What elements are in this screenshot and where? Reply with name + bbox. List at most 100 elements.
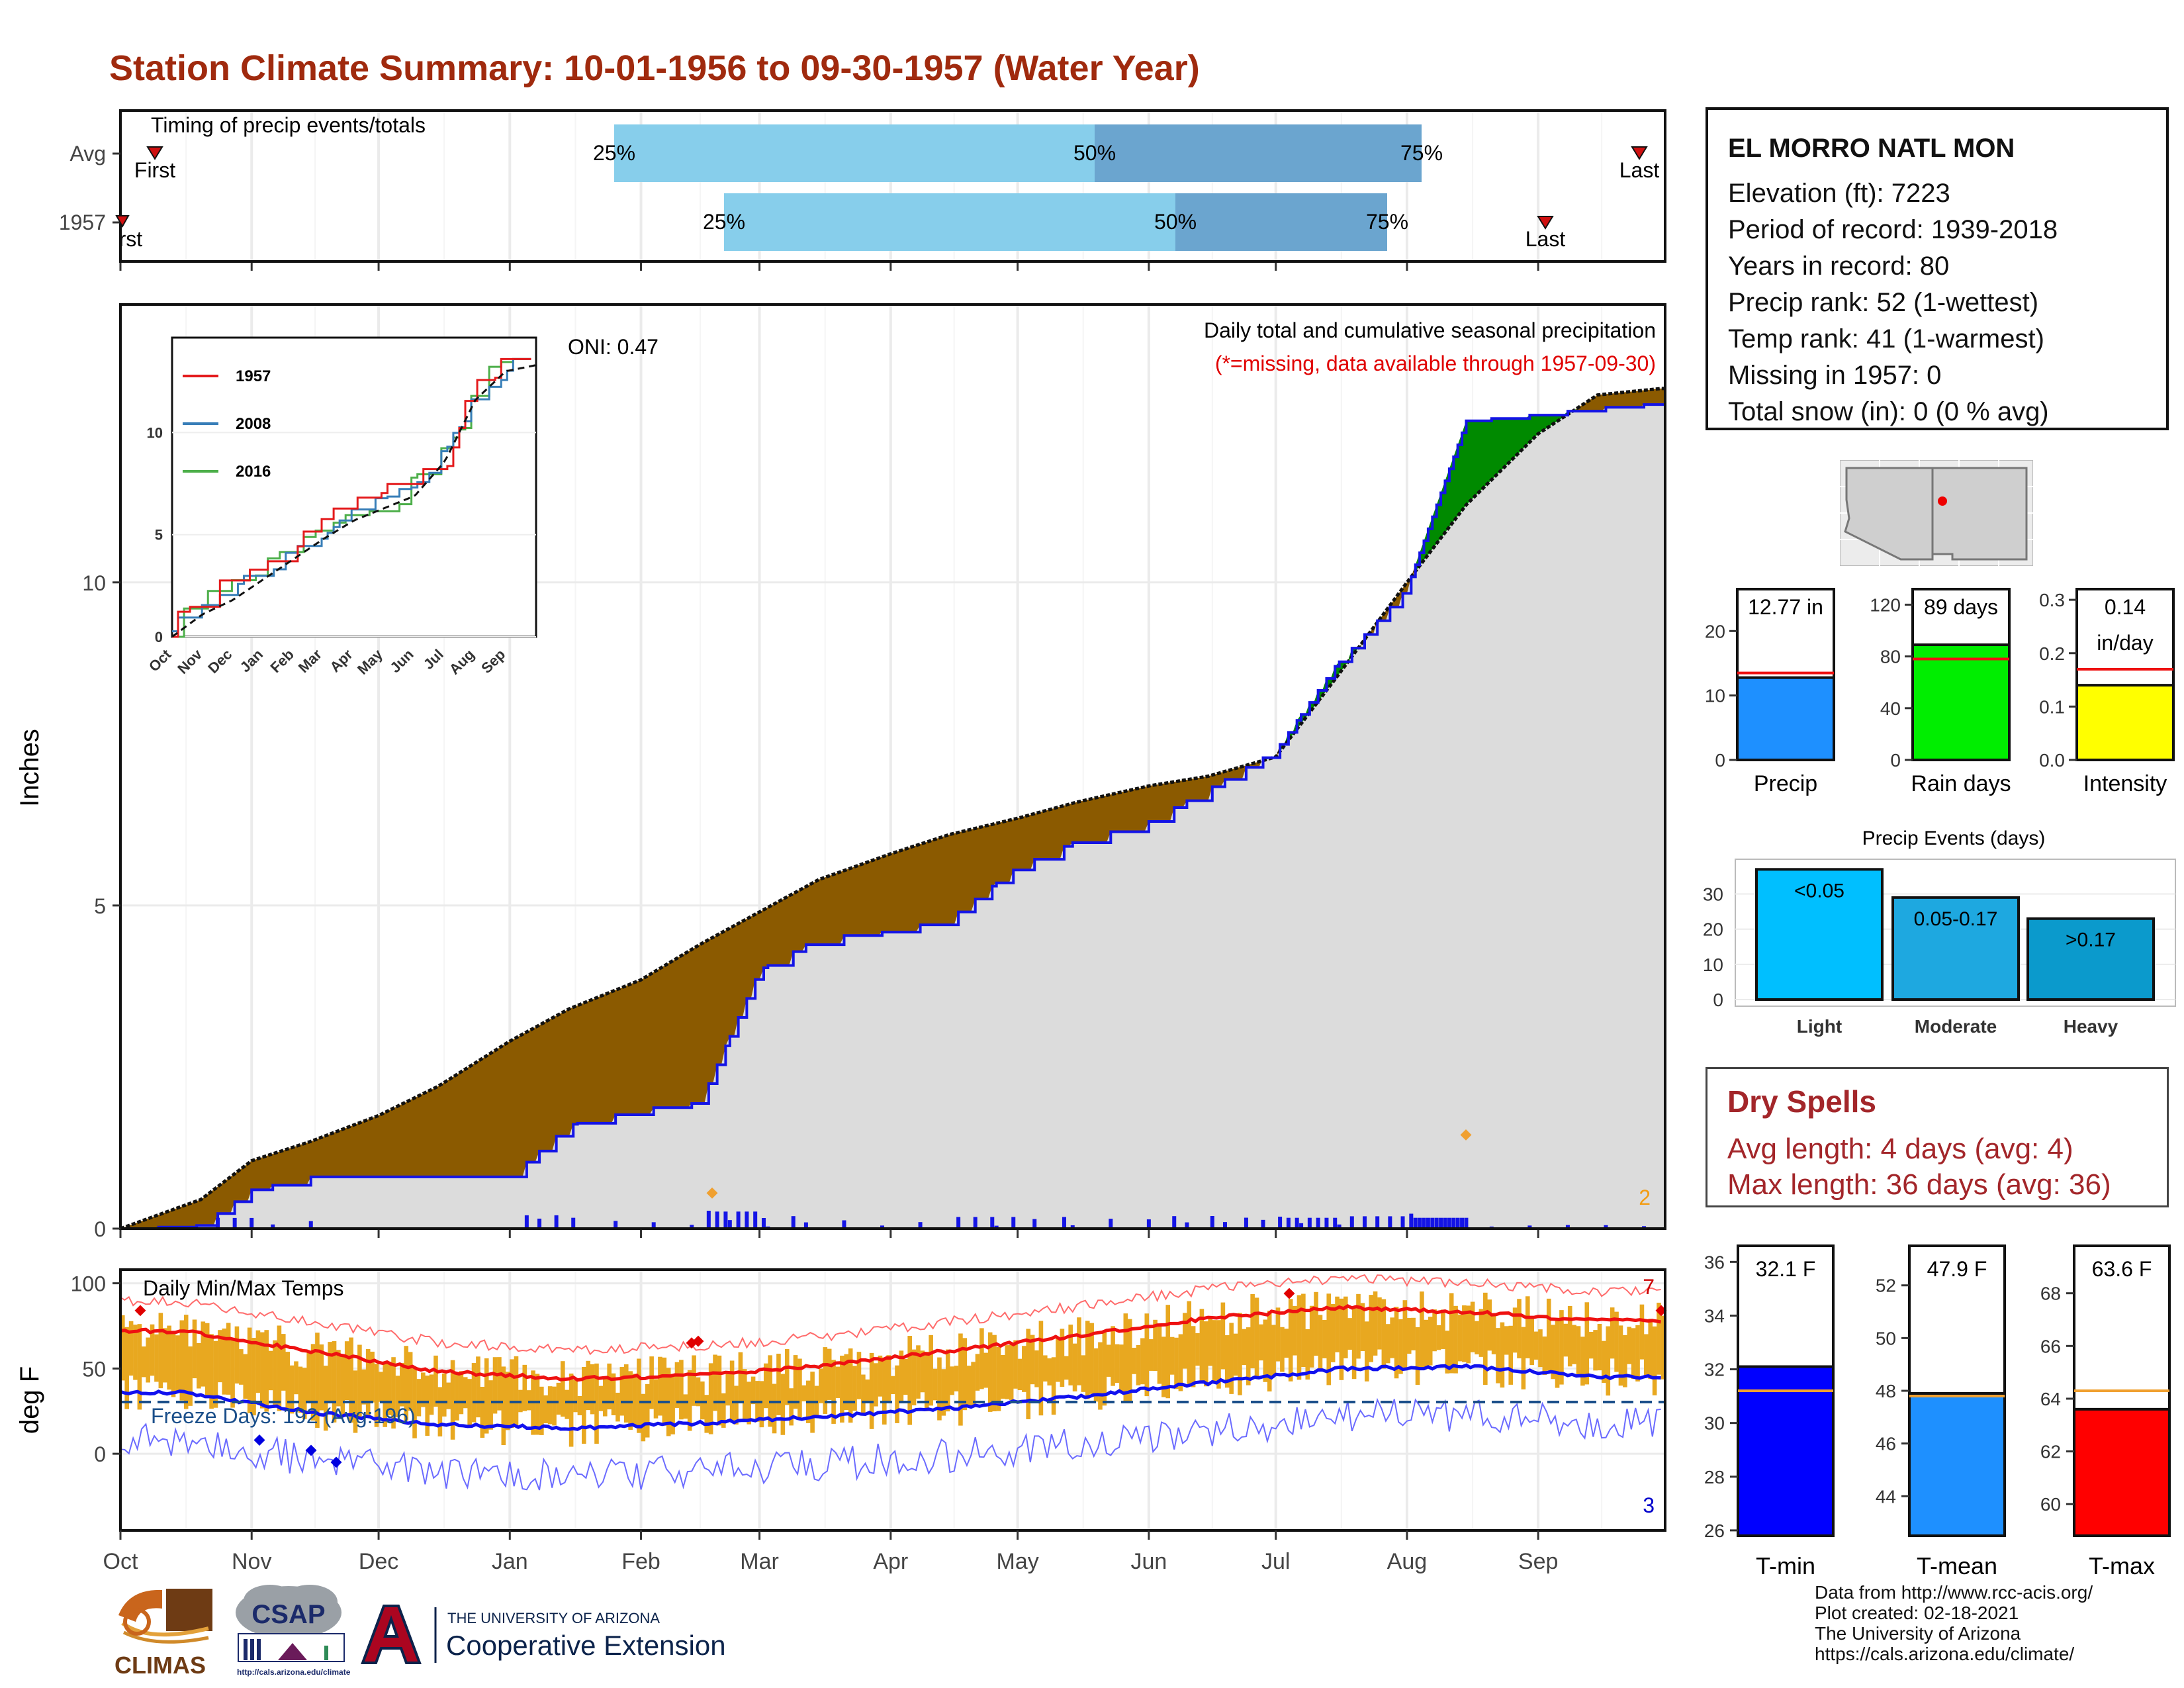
daily-precip-bar <box>1295 1217 1299 1229</box>
ua-logo: THE UNIVERSITY OF ARIZONA Cooperative Ex… <box>361 1605 726 1664</box>
daily-temp-bar <box>429 1374 434 1415</box>
daily-temp-bar <box>141 1346 146 1378</box>
daily-temp-bar <box>1157 1323 1162 1384</box>
daily-temp-bar <box>1136 1344 1141 1385</box>
daily-temp-bar <box>1491 1315 1496 1354</box>
daily-temp-bar <box>933 1368 938 1401</box>
daily-temp-bar <box>1246 1327 1251 1385</box>
daily-temp-bar <box>573 1380 578 1413</box>
month-label: Dec <box>359 1549 398 1574</box>
inset-x-tick-label: May <box>354 645 386 677</box>
timing-caption: Timing of precip events/totals <box>151 113 426 137</box>
daily-temp-bar <box>1280 1327 1285 1372</box>
daily-precip-bar <box>918 1222 923 1229</box>
daily-precip-bar <box>1434 1217 1439 1229</box>
daily-precip-bar <box>1400 1216 1405 1229</box>
temp-y-tick-label: 66 <box>2040 1336 2061 1356</box>
daily-precip-bar <box>880 1225 885 1229</box>
daily-temp-bar <box>653 1379 659 1419</box>
summary-y-tick-label: 0 <box>1715 750 1725 771</box>
y-tick-label: 100 <box>71 1272 106 1296</box>
daily-temp-bar <box>1030 1335 1035 1385</box>
daily-temp-bar <box>1364 1321 1369 1382</box>
daily-temp-bar <box>738 1352 743 1403</box>
inset-x-tick-label: Dec <box>205 646 235 677</box>
daily-temp-bar <box>365 1348 371 1416</box>
daily-temp-bar <box>455 1374 459 1421</box>
daily-precip-bar <box>1464 1217 1469 1229</box>
daily-temp-bar <box>1250 1293 1255 1369</box>
daily-temp-bar <box>230 1340 235 1408</box>
daily-temp-bar <box>1056 1338 1060 1382</box>
page-title: Station Climate Summary: 10-01-1956 to 0… <box>109 48 1200 88</box>
daily-temp-bar <box>1606 1326 1611 1396</box>
daily-temp-bar <box>1377 1297 1382 1350</box>
daily-temp-bar <box>484 1358 489 1434</box>
daily-temp-bar <box>907 1336 912 1425</box>
summary-value-unit: in/day <box>2097 631 2153 655</box>
ua-top-text: THE UNIVERSITY OF ARIZONA <box>447 1610 660 1626</box>
dry-spells-avg: Avg length: 4 days (avg: 4) <box>1727 1133 2073 1165</box>
daily-temp-bar <box>1487 1299 1492 1351</box>
daily-temp-bar <box>556 1382 561 1415</box>
daily-temp-bar <box>561 1361 565 1417</box>
daily-temp-bar <box>1441 1309 1445 1349</box>
temp-bar-t-min <box>1737 1365 1835 1537</box>
daily-temp-bar <box>700 1381 705 1420</box>
daily-temp-bar <box>306 1351 311 1401</box>
summary-bar-label: Intensity <box>2083 771 2167 796</box>
daily-temp-bar <box>801 1385 807 1401</box>
daily-temp-bar <box>1648 1319 1653 1379</box>
daily-temp-bar <box>704 1395 709 1433</box>
daily-temp-bar <box>1132 1348 1136 1374</box>
daily-temp-bar <box>1525 1296 1530 1358</box>
daily-temp-bar <box>1212 1320 1217 1383</box>
daily-precip-bar <box>1426 1217 1430 1229</box>
daily-temp-bar <box>522 1364 527 1411</box>
temp-ylabel: deg F <box>15 1366 44 1434</box>
daily-temp-bar <box>1322 1320 1327 1358</box>
daily-temp-bar <box>239 1349 244 1385</box>
daily-temp-bar <box>201 1321 206 1387</box>
average-cumulative-area <box>120 388 1665 1229</box>
daily-temp-bar <box>1127 1319 1132 1401</box>
daily-temp-bar <box>1068 1325 1073 1385</box>
daily-temp-bar <box>1326 1293 1332 1385</box>
credit-line: Plot created: 02-18-2021 <box>1815 1603 2019 1623</box>
daily-temp-bar <box>340 1354 345 1416</box>
daily-temp-bar <box>1597 1323 1602 1371</box>
daily-precip-bar <box>1337 1224 1342 1229</box>
daily-temp-bar <box>577 1396 582 1416</box>
daily-temp-bar <box>167 1325 171 1390</box>
inset-x-tick-label: Aug <box>446 646 478 678</box>
daily-temp-bar <box>1546 1298 1551 1371</box>
daily-temp-bar <box>1314 1291 1318 1356</box>
daily-temp-bar <box>1216 1320 1221 1389</box>
month-label: May <box>997 1549 1039 1574</box>
daily-precip-bar <box>1430 1217 1435 1229</box>
daily-temp-bar <box>1085 1321 1090 1399</box>
daily-temp-bar <box>844 1354 849 1410</box>
daily-precip-bar <box>271 1224 275 1229</box>
daily-temp-bar <box>1161 1336 1166 1397</box>
daily-temp-bar <box>158 1313 163 1389</box>
daily-temp-bar <box>268 1350 273 1391</box>
daily-temp-bar <box>1009 1344 1014 1400</box>
temp-y-tick-label: 32 <box>1704 1360 1725 1380</box>
daily-precip-bar <box>308 1221 313 1229</box>
y1957-p50-label: 50% <box>1154 210 1197 234</box>
daily-temp-bar <box>361 1369 367 1405</box>
daily-precip-bar <box>706 1211 711 1229</box>
daily-temp-bar <box>1089 1323 1094 1394</box>
daily-temp-bar <box>251 1338 256 1416</box>
daily-temp-bar <box>971 1362 976 1405</box>
daily-precip-bar <box>1299 1223 1304 1229</box>
daily-temp-bar <box>687 1370 692 1431</box>
daily-temp-bar <box>1593 1330 1598 1371</box>
daily-temp-bar <box>404 1346 409 1421</box>
daily-temp-bar <box>1106 1344 1111 1377</box>
daily-temp-bar <box>1631 1328 1636 1379</box>
daily-temp-bar <box>539 1386 544 1435</box>
daily-precip-bar <box>232 1217 237 1229</box>
daily-temp-bar <box>840 1355 844 1423</box>
